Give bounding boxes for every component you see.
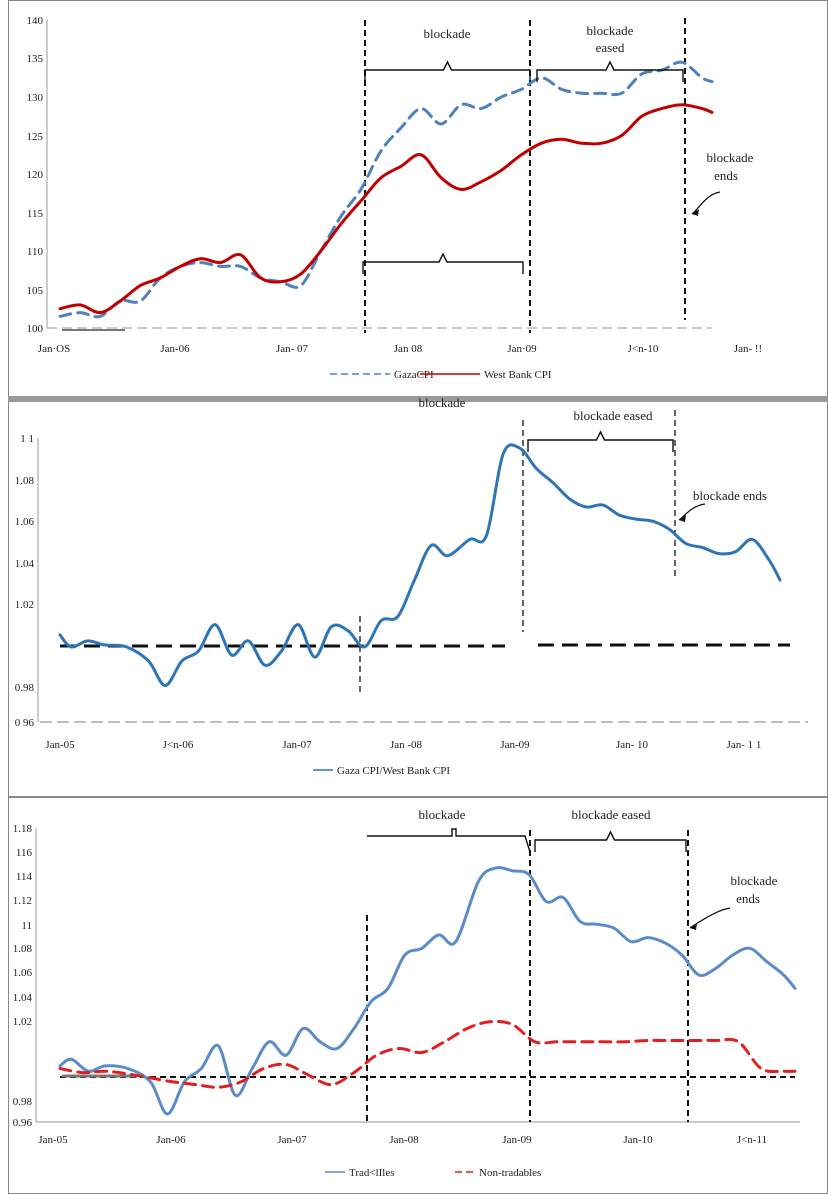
y-tick-label: 0.98 [13,1096,33,1108]
y-tick-label: 125 [27,131,44,143]
annotation-label: blockade ends [693,488,767,503]
legend-label: Trad<lIles [349,1167,395,1179]
y-tick-label: 120 [27,169,44,181]
x-tick-label: Jan·09 [507,343,537,355]
y-tick-label: 110 [27,246,44,258]
annotation-arrow [691,191,721,215]
annotation-brace [536,60,684,82]
x-tick-label: J<n-06 [163,739,194,751]
x-tick-label: Jan -08 [390,739,423,751]
series-line-1 [58,103,714,315]
y-tick-label: 0 96 [15,717,35,729]
y-tick-label: 1.02 [15,599,34,611]
annotation-label: blockade [419,395,466,410]
annotation-label: blockade [587,23,634,38]
x-tick-label: Jan- 1 1 [727,739,762,751]
y-tick-label: 116 [16,847,33,859]
y-tick-label: 0.98 [15,682,35,694]
y-tick-label: 140 [27,15,44,27]
x-tick-label: Jan-07 [277,1134,307,1146]
y-tick-label: 100 [27,323,44,335]
series-line-1 [58,1019,797,1089]
annotation-arrow-head [679,515,686,522]
annotation-arrow-head [690,923,697,930]
x-tick-label: J<n-10 [628,343,659,355]
x-tick-label: Jan-10 [623,1134,653,1146]
annotation-arrow-head [692,209,699,216]
x-tick-label: J<n-11 [737,1134,767,1146]
x-tick-label: Jan-06 [156,1134,186,1146]
annotation-label: blockade eased [573,408,653,423]
x-tick-label: Jan 08 [394,343,423,355]
x-tick-label: Jan-07 [282,739,312,751]
annotation-brace [367,828,531,853]
legend-label: GazaCPI [394,369,434,381]
x-tick-label: Jan- 10 [616,739,649,751]
chart-panel-3: 1.18 116 114 1.12 11 1.08 1.06 1.04 1.02 0.98 0.96… [13,807,800,1179]
annotation-arrow [678,503,706,521]
legend-label: West Bank CPI [484,369,552,381]
y-tick-label: 1.06 [13,967,33,979]
y-tick-label: 1.04 [15,558,35,570]
y-tick-label: 1.12 [13,895,32,907]
chart-panel-1: 140 135 130 125 120 115 110 105 100 Jan·OS Jan-06 J… [27,15,763,381]
chart-panel-2: 0 96 0.98 1.02 1.04 1.06 1.08 1 1 Jan-05 J<n-06 J… [15,252,808,777]
annotation-brace [362,252,524,274]
y-tick-label: 1.08 [15,475,35,487]
y-tick-label: 1 1 [20,433,34,445]
y-tick-label: 1.06 [15,516,35,528]
y-tick-label: 1.04 [13,992,33,1004]
y-tick-label: 11 [21,920,32,932]
y-tick-label: 135 [27,53,44,65]
y-tick-label: 105 [27,285,44,297]
annotation-label: blockade eased [571,807,651,822]
y-tick-label: 130 [27,92,44,104]
annotation-label: eased [596,40,625,55]
annotation-label: blockade [424,26,471,41]
annotation-label: ends [736,891,760,906]
annotation-label: ends [714,168,738,183]
x-tick-label: Jan-05 [38,1134,68,1146]
y-tick-label: 1.02 [13,1016,32,1028]
x-tick-label: Jan-05 [45,739,75,751]
annotation-label: blockade [419,807,466,822]
annotation-label: blockade [731,873,778,888]
y-tick-label: 115 [27,208,44,220]
x-tick-label: Jan·OS [38,343,70,355]
annotation-brace [534,830,687,852]
legend-label: Non-tradables [479,1167,541,1179]
y-tick-label: 1.08 [13,943,33,955]
y-tick-label: 0.96 [13,1117,33,1129]
annotation-brace [364,60,531,82]
series-line-0 [58,443,782,688]
legend-label: Gaza CPI/West Bank CPI [337,765,450,777]
panel-divider-1 [8,396,828,402]
y-tick-label: 1.18 [13,823,33,835]
x-tick-label: Jan-09 [502,1134,532,1146]
series-line-0 [58,866,797,1116]
x-tick-label: Jan- 07 [276,343,309,355]
x-tick-label: Jan-08 [389,1134,419,1146]
x-tick-label: Jan-09 [500,739,530,751]
x-tick-label: Jan-06 [160,343,190,355]
x-tick-label: Jan- !! [734,343,762,355]
annotation-label: blockade [707,150,754,165]
figure-frame [8,0,828,1194]
y-tick-label: 114 [16,871,33,883]
annotation-brace [527,430,674,452]
